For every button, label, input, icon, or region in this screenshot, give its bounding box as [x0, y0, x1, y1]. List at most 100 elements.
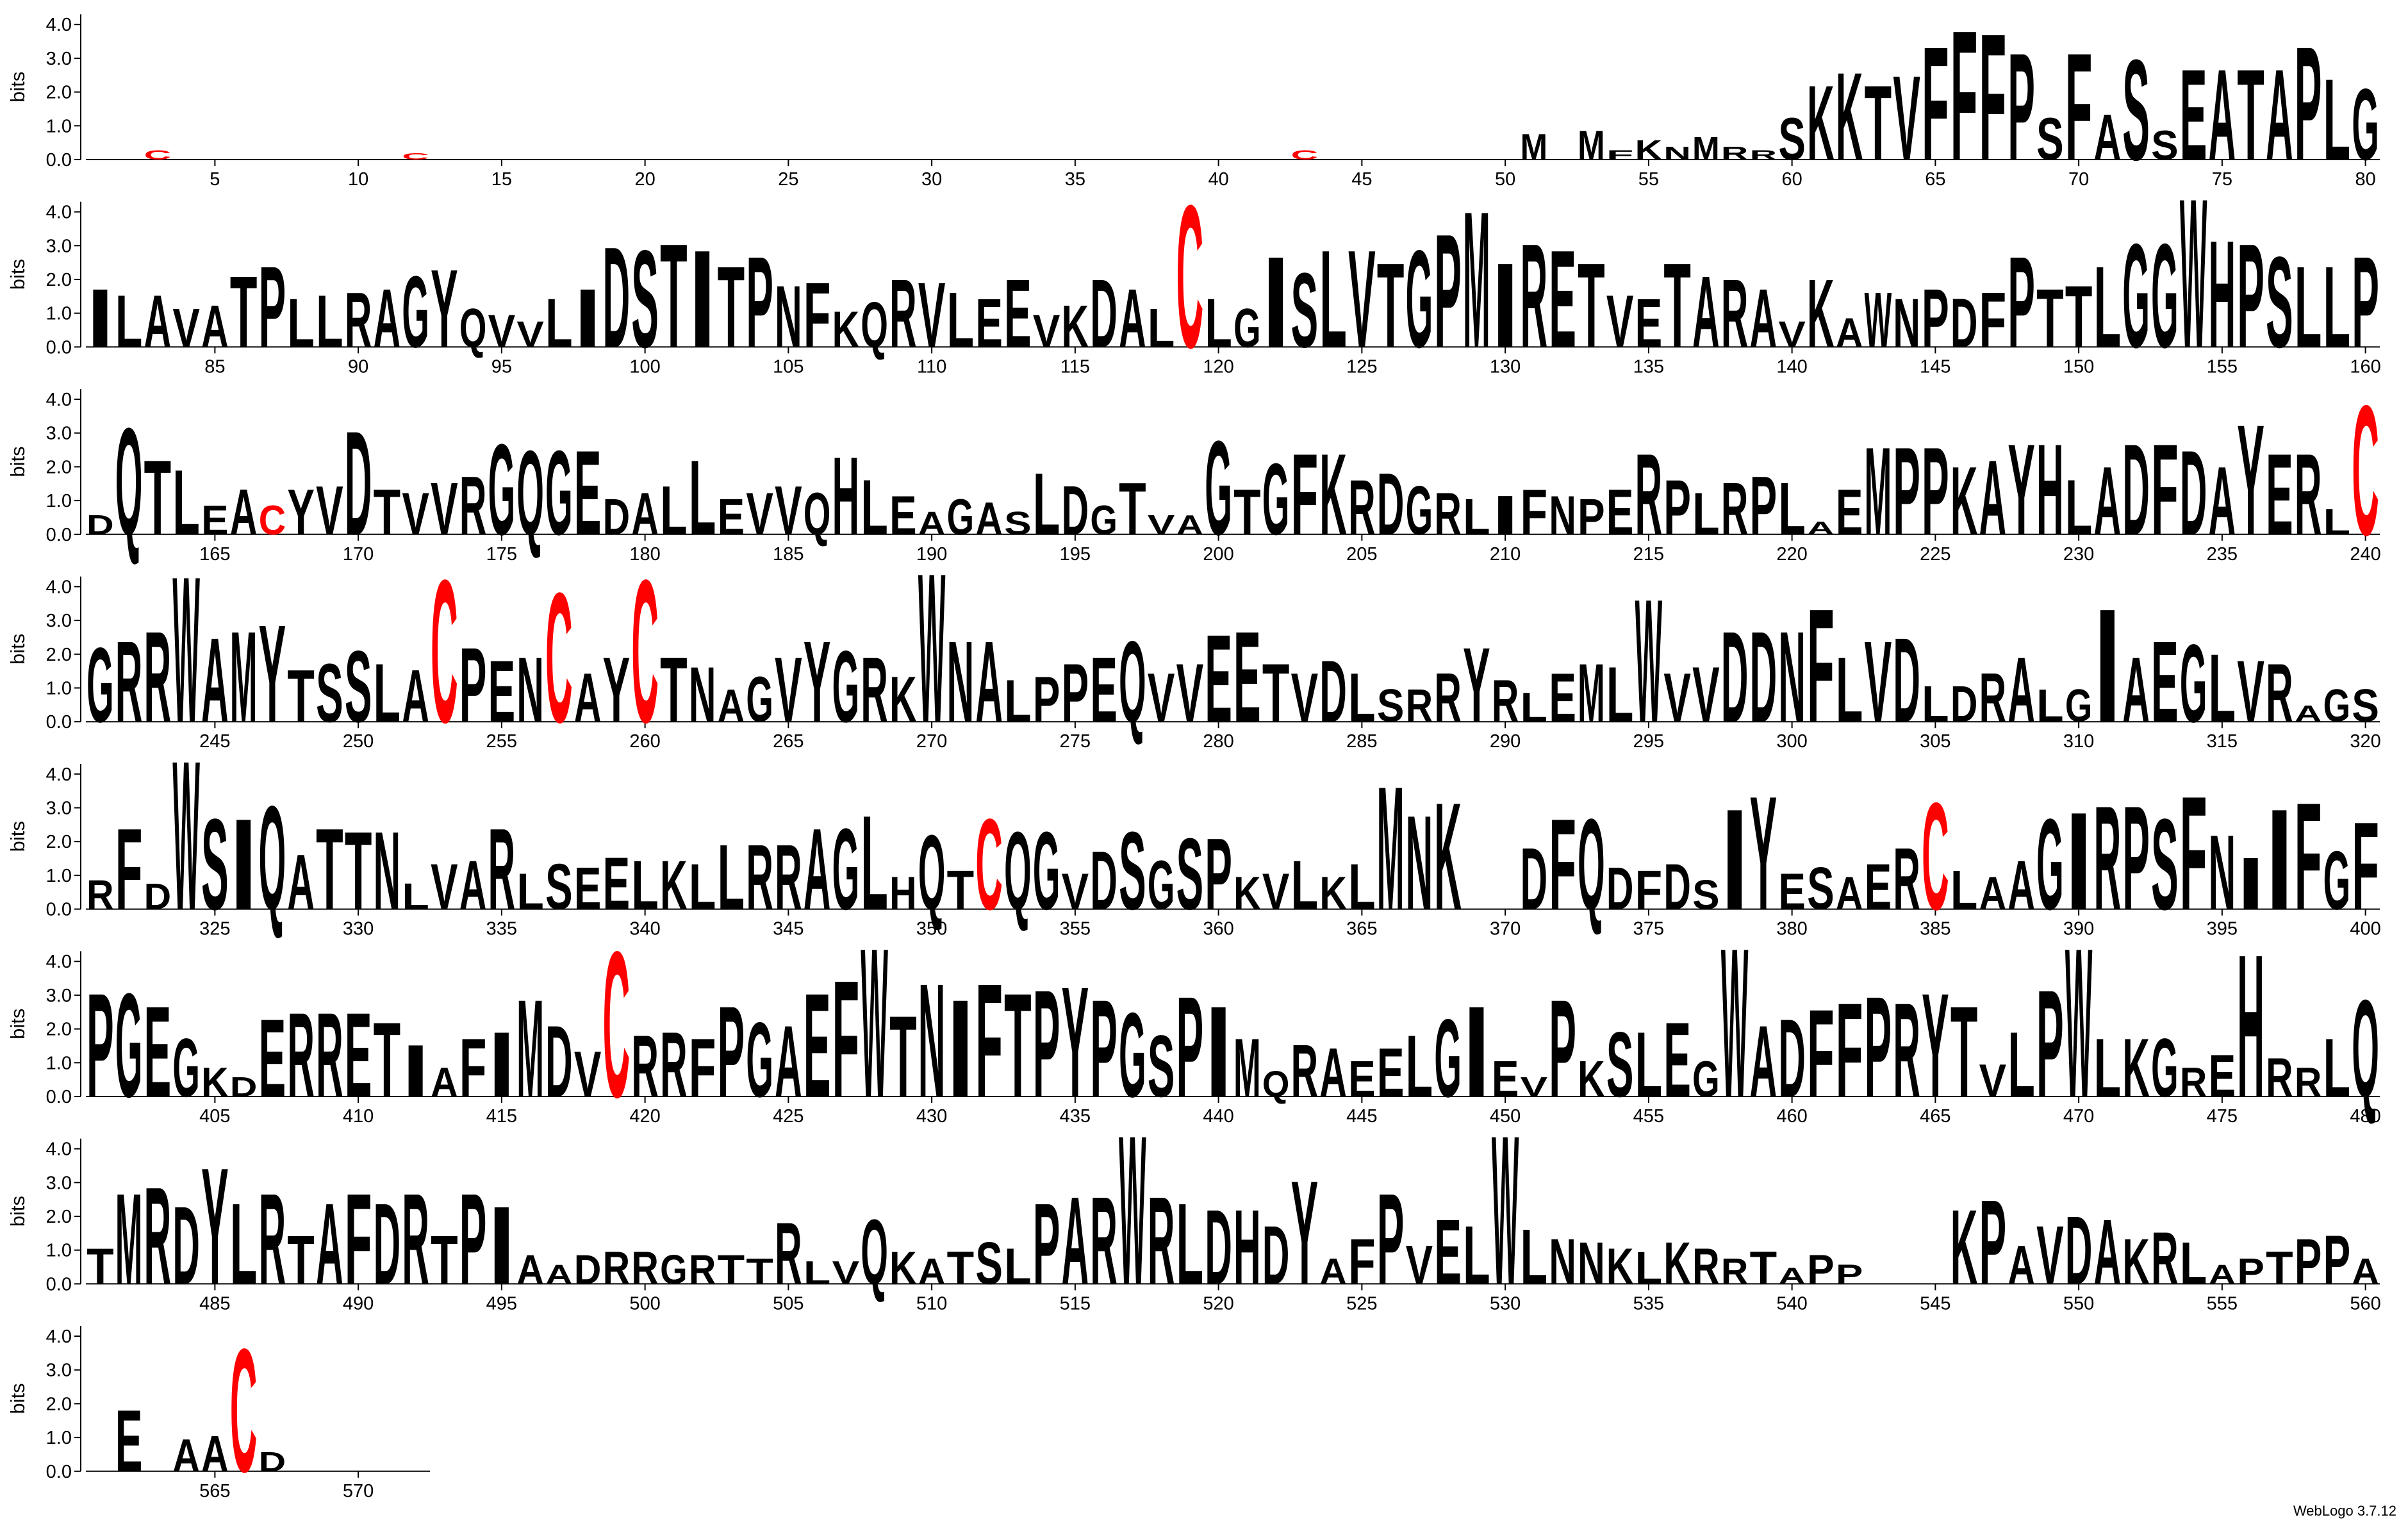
residue: P: [746, 229, 773, 375]
residue: L: [1348, 851, 1376, 923]
x-tick-label: 305: [1920, 731, 1950, 752]
residue: M: [115, 1167, 143, 1312]
x-tick-label: 350: [916, 919, 947, 939]
residue: F: [1950, 0, 1978, 199]
x-tick-label: 570: [343, 1481, 374, 1501]
residue: I: [2237, 842, 2264, 925]
residue: L: [2008, 1013, 2035, 1117]
residue: Q: [861, 1201, 888, 1304]
residue: C: [431, 538, 458, 766]
residue: V: [918, 263, 946, 367]
y-tick-label: 1.0: [46, 304, 72, 324]
residue: I: [1262, 231, 1289, 376]
residue: S: [1606, 1013, 1634, 1116]
x-tick-label: 300: [1776, 731, 1807, 752]
residue: C: [603, 907, 631, 1141]
residue: A: [1836, 867, 1863, 919]
residue: R: [1434, 480, 1462, 547]
x-tick-label: 170: [343, 544, 374, 565]
residue: R: [1521, 213, 1548, 379]
residue: F: [1807, 575, 1835, 756]
y-tick-label: 1.0: [46, 679, 72, 699]
residue: S: [345, 629, 372, 744]
residue: I: [947, 971, 974, 1127]
residue: V: [1893, 51, 1920, 185]
residue: S: [201, 791, 229, 937]
residue: K: [889, 1242, 917, 1294]
y-tick-label: 1.0: [46, 866, 72, 886]
residue: E: [1377, 1033, 1405, 1111]
residue: Y: [1062, 954, 1089, 1130]
residue: F: [1348, 1226, 1376, 1298]
residue: G: [1119, 989, 1146, 1123]
residue: E: [1233, 604, 1261, 750]
residue: P: [1434, 201, 1462, 383]
y-axis-label: bits: [6, 821, 29, 852]
residue: A: [1979, 867, 2007, 919]
residue: E: [1549, 658, 1576, 736]
x-tick-label: 290: [1490, 731, 1521, 752]
y-axis-label: bits: [6, 1383, 29, 1414]
residue: M: [516, 972, 544, 1127]
residue: L: [2180, 1229, 2207, 1297]
residue: D: [1663, 850, 1691, 923]
residue: I: [689, 221, 716, 377]
residue: D: [545, 1005, 573, 1119]
y-tick-label: 1.0: [46, 1053, 72, 1073]
residue: H: [889, 867, 917, 919]
residue: A: [2008, 847, 2035, 925]
residue: R: [1721, 468, 1749, 550]
residue: P: [1033, 958, 1060, 1129]
residue: R: [1291, 1030, 1319, 1113]
residue: P: [1922, 422, 1949, 561]
residue: S: [316, 646, 343, 740]
residue: F: [2180, 763, 2207, 944]
residue: T: [660, 213, 688, 379]
residue: T: [374, 1001, 401, 1120]
y-tick-label: 1.0: [46, 1428, 72, 1448]
residue: G: [1434, 997, 1462, 1121]
x-tick-label: 460: [1776, 1106, 1807, 1127]
residue: D: [1205, 1188, 1232, 1307]
residue: L: [402, 875, 429, 917]
residue: G: [115, 963, 143, 1129]
residue: D: [1750, 604, 1777, 750]
residue: A: [2008, 1234, 2035, 1296]
x-tick-label: 540: [1776, 1293, 1807, 1314]
residue: V: [574, 1038, 602, 1111]
residue: D: [2065, 1197, 2093, 1305]
y-tick-label: 0.0: [46, 525, 72, 545]
residue: G: [1233, 297, 1261, 360]
residue: K: [1950, 447, 1978, 556]
residue: N: [1663, 143, 1691, 163]
residue: T: [947, 859, 975, 921]
residue: P: [2323, 1221, 2351, 1299]
residue: R: [660, 1013, 688, 1116]
residue: T: [1119, 468, 1146, 550]
x-tick-label: 130: [1490, 356, 1521, 377]
residue: E: [1549, 221, 1576, 377]
y-tick-label: 3.0: [46, 986, 72, 1006]
residue: L: [1291, 847, 1319, 924]
residue: A: [1319, 1251, 1347, 1292]
residue: V: [1663, 658, 1691, 736]
x-tick-label: 495: [486, 1293, 517, 1314]
residue: E: [718, 489, 745, 545]
residue: K: [1836, 47, 1863, 186]
residue: P: [459, 1166, 487, 1312]
residue: A: [2209, 1259, 2236, 1290]
x-tick-label: 50: [1495, 169, 1515, 190]
residue: E: [488, 642, 516, 741]
residue: S: [1692, 872, 1720, 918]
residue: R: [259, 1166, 286, 1312]
residue: L: [172, 451, 200, 555]
residue: R: [775, 826, 802, 929]
residue: T: [1950, 980, 1978, 1125]
residue: P: [1549, 970, 1576, 1126]
x-tick-label: 480: [2350, 1106, 2380, 1127]
y-tick-label: 3.0: [46, 49, 72, 69]
residue: P: [259, 242, 286, 372]
residue: T: [2036, 272, 2064, 365]
residue: A: [459, 847, 487, 925]
residue: A: [287, 839, 315, 926]
